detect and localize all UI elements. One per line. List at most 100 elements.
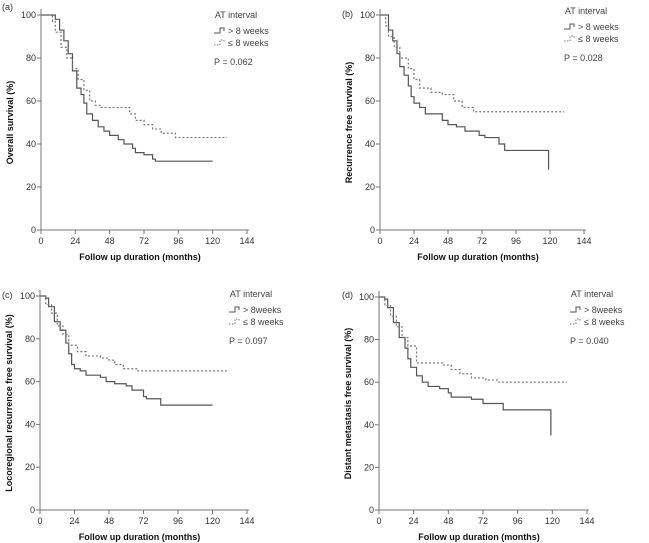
y-tick-label: 40 xyxy=(364,420,374,430)
y-tick-label: 100 xyxy=(21,10,36,20)
y-tick-label: 20 xyxy=(26,182,36,192)
survival-curve-gt-8-weeks xyxy=(380,14,550,170)
p-value: P = 0.097 xyxy=(229,336,268,346)
panel-a: (a) 0 20 40 60 80 100 0 24 48 72 96 120 144 Follow up … xyxy=(2,2,269,262)
y-axis-label: Locoregional recurrence free survival (%… xyxy=(4,314,14,492)
x-tick-label: 120 xyxy=(545,516,560,526)
x-tick-label: 96 xyxy=(511,236,521,246)
panel-b: (b) 0 20 40 60 80 100 0 24 48 72 96 120 144 Follow up … xyxy=(342,6,619,262)
y-tick-label: 60 xyxy=(25,377,35,387)
panel-label: (a) xyxy=(2,2,13,12)
survival-curve-le-8-weeks xyxy=(40,295,227,372)
y-tick-label: 60 xyxy=(26,96,36,106)
y-tick-label: 40 xyxy=(365,139,375,149)
survival-curve-gt-8-weeks xyxy=(41,14,213,162)
x-tick-label: 72 xyxy=(478,516,488,526)
x-tick-label: 24 xyxy=(409,236,419,246)
x-axis-label: Follow up duration (months) xyxy=(79,532,200,542)
y-tick-label: 100 xyxy=(360,10,375,20)
x-tick-label: 96 xyxy=(173,236,183,246)
x-tick-label: 72 xyxy=(138,516,148,526)
p-value: P = 0.040 xyxy=(570,336,609,346)
legend-step-icon xyxy=(214,27,225,34)
legend-step-icon xyxy=(229,306,240,313)
legend-title: AT interval xyxy=(215,10,257,20)
panel-d: (d) 0 20 40 60 80 100 0 24 48 72 96 120 144 Follow up … xyxy=(342,289,625,542)
x-tick-label: 24 xyxy=(409,516,419,526)
x-tick-label: 120 xyxy=(205,236,220,246)
legend-entry: ≤ 8 weeks xyxy=(584,317,625,327)
y-tick-label: 0 xyxy=(30,505,35,515)
x-tick-label: 120 xyxy=(205,516,220,526)
y-tick-label: 100 xyxy=(20,291,35,301)
p-value: P = 0.062 xyxy=(214,57,253,67)
x-tick-label: 120 xyxy=(542,236,557,246)
x-tick-label: 144 xyxy=(576,236,591,246)
y-axis-label: Recurrence free survival (%) xyxy=(344,62,354,184)
y-axis-label: Overall survival (%) xyxy=(5,81,15,165)
legend-step-icon xyxy=(570,318,581,325)
x-tick-label: 48 xyxy=(104,516,114,526)
x-tick-label: 72 xyxy=(477,236,487,246)
panel-label: (b) xyxy=(342,9,353,19)
legend-step-icon xyxy=(570,306,581,313)
x-tick-label: 144 xyxy=(239,236,254,246)
x-tick-label: 144 xyxy=(239,516,254,526)
legend-entry: ≤ 8 weeks xyxy=(578,34,619,44)
legend-entry: ≤ 8 weeks xyxy=(243,317,284,327)
y-tick-label: 80 xyxy=(365,53,375,63)
panel-label: (c) xyxy=(2,290,13,300)
y-tick-label: 60 xyxy=(365,96,375,106)
p-value: P = 0.028 xyxy=(564,53,603,63)
survival-curve-le-8-weeks xyxy=(41,14,227,139)
survival-curve-gt-8-weeks xyxy=(379,296,552,436)
y-tick-label: 100 xyxy=(359,292,374,302)
x-tick-label: 48 xyxy=(105,236,115,246)
legend-entry: > 8weeks xyxy=(243,305,282,315)
legend-entry: ≤ 8 weeks xyxy=(228,38,269,48)
x-tick-label: 48 xyxy=(443,516,453,526)
y-tick-label: 40 xyxy=(26,139,36,149)
x-axis-label: Follow up duration (months) xyxy=(417,252,538,262)
x-tick-label: 24 xyxy=(70,236,80,246)
y-tick-label: 0 xyxy=(370,225,375,235)
y-tick-label: 20 xyxy=(364,462,374,472)
legend-title: AT interval xyxy=(565,6,607,16)
y-tick-label: 20 xyxy=(365,182,375,192)
x-tick-label: 48 xyxy=(443,236,453,246)
y-tick-label: 0 xyxy=(369,505,374,515)
legend-entry: > 8weeks xyxy=(584,305,623,315)
x-tick-label: 0 xyxy=(376,516,381,526)
x-tick-label: 72 xyxy=(139,236,149,246)
y-tick-label: 0 xyxy=(31,225,36,235)
panel-c: (c) 0 20 40 60 80 100 0 24 48 72 96 120 144 Follow up … xyxy=(2,289,284,542)
x-tick-label: 96 xyxy=(513,516,523,526)
legend-entry: > 8 weeks xyxy=(228,26,269,36)
survival-curve-le-8-weeks xyxy=(380,14,565,113)
legend-title: AT interval xyxy=(230,289,272,299)
x-tick-label: 96 xyxy=(173,516,183,526)
x-tick-label: 0 xyxy=(37,516,42,526)
x-axis-label: Follow up duration (months) xyxy=(418,532,539,542)
legend-step-icon xyxy=(214,39,225,46)
y-tick-label: 80 xyxy=(364,335,374,345)
x-axis-label: Follow up duration (months) xyxy=(79,252,200,262)
x-tick-label: 24 xyxy=(69,516,79,526)
y-tick-label: 40 xyxy=(25,419,35,429)
y-tick-label: 80 xyxy=(25,334,35,344)
legend-step-icon xyxy=(564,23,575,30)
y-tick-label: 60 xyxy=(364,377,374,387)
x-tick-label: 0 xyxy=(38,236,43,246)
x-tick-label: 0 xyxy=(377,236,382,246)
survival-curve-gt-8-weeks xyxy=(40,295,213,406)
legend-step-icon xyxy=(229,318,240,325)
panel-label: (d) xyxy=(342,290,353,300)
y-tick-label: 80 xyxy=(26,53,36,63)
legend-title: AT interval xyxy=(571,289,613,299)
x-tick-label: 144 xyxy=(579,516,594,526)
legend-entry: > 8 weeks xyxy=(578,22,619,32)
survival-curve-le-8-weeks xyxy=(379,296,567,383)
y-axis-label: Distant metastasis free survival (%) xyxy=(343,328,353,480)
legend-step-icon xyxy=(564,35,575,42)
